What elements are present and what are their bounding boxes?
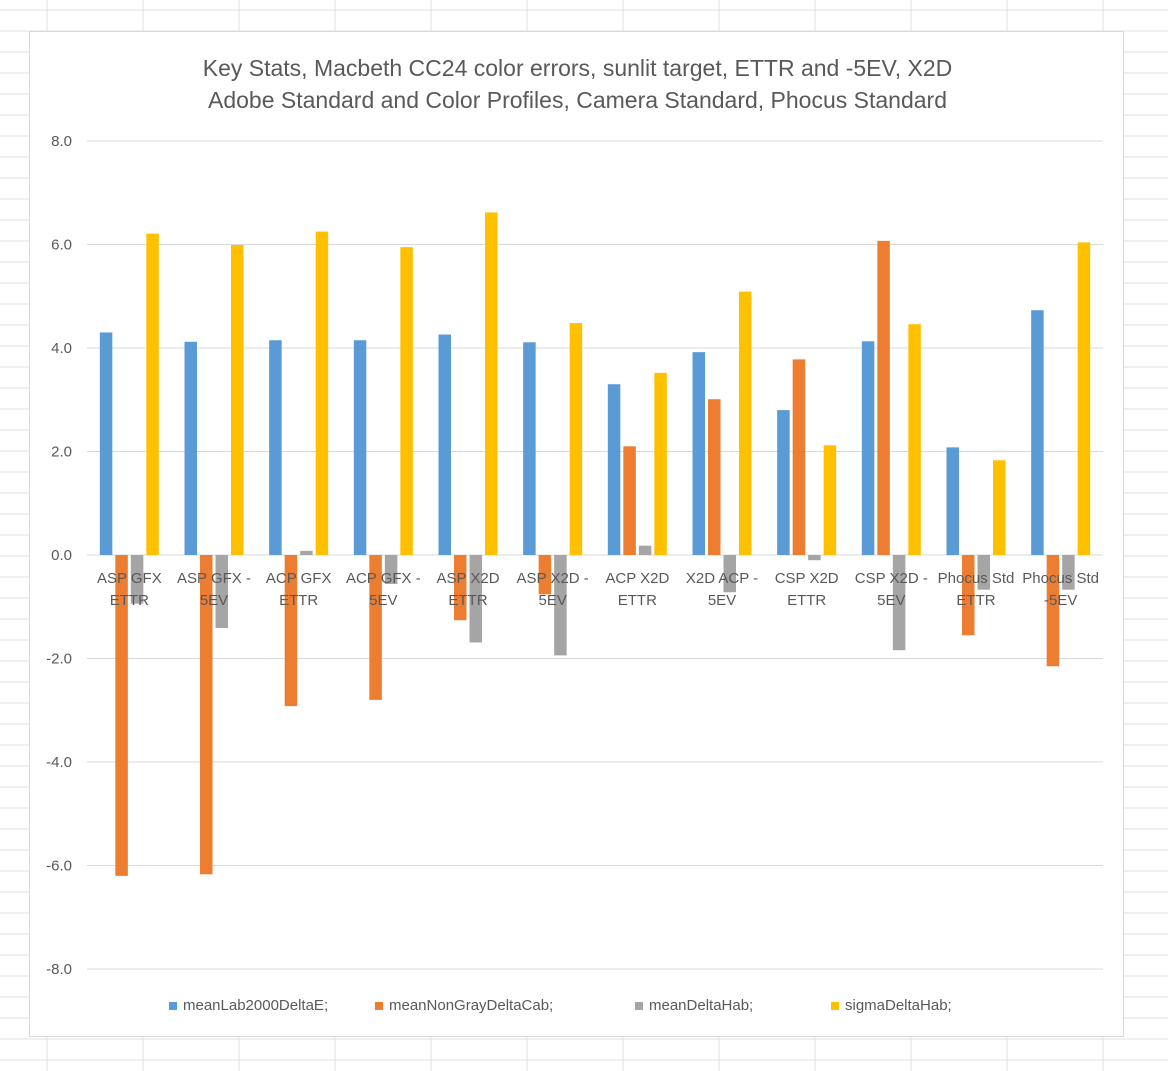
bar-series-3 <box>130 555 144 604</box>
bar-series-3 <box>638 545 652 555</box>
legend-swatch-sigmaDeltaHab <box>831 1001 839 1010</box>
bar-series-3 <box>469 555 482 643</box>
bar-series-2 <box>1046 555 1060 667</box>
bar-series-4 <box>654 372 667 555</box>
bar-series-1 <box>184 341 197 555</box>
bar-series-3 <box>1062 555 1075 590</box>
bar-series-4 <box>569 323 583 555</box>
y-tick-label: 8.0 <box>51 133 72 150</box>
x-tick-label: ETTR <box>956 592 995 609</box>
legend-item-sigmaDeltaHab: sigmaDeltaHab; <box>831 997 952 1014</box>
y-tick-label: -2.0 <box>46 651 72 668</box>
y-tick-label: -8.0 <box>46 961 72 978</box>
legend-swatch-meanLab2000DeltaE <box>169 1001 177 1010</box>
bar-series-1 <box>692 352 705 555</box>
x-tick-label: Phocus Std <box>938 570 1015 587</box>
bar-series-2 <box>454 555 467 621</box>
bar-series-3 <box>977 555 990 590</box>
legend: meanLab2000DeltaE; meanNonGrayDeltaCab; … <box>30 997 1125 1019</box>
x-tick-label: ETTR <box>110 592 149 609</box>
x-tick-label: 5EV <box>877 592 905 609</box>
legend-item-meanNonGrayDeltaCab: meanNonGrayDeltaCab; <box>375 997 553 1014</box>
legend-label: meanLab2000DeltaE; <box>183 997 329 1014</box>
bar-series-3 <box>384 555 398 584</box>
x-tick-label: ASP X2D - <box>517 570 589 587</box>
x-tick-label: 5EV <box>538 592 566 609</box>
legend-item-meanLab2000DeltaE: meanLab2000DeltaE; <box>169 997 328 1014</box>
bar-series-3 <box>554 555 567 656</box>
x-tick-label: -5EV <box>1044 592 1077 609</box>
bar-series-1 <box>946 447 959 555</box>
bar-series-4 <box>993 460 1006 555</box>
x-tick-label: X2D ACP - <box>686 570 758 587</box>
bar-series-4 <box>485 212 498 556</box>
plot-area: 8.0 6.0 4.0 2.0 0.0 -2.0 -4.0 -6.0 -8.0 ASP GFX ET… <box>46 133 1103 978</box>
x-tick-label: ETTR <box>618 592 657 609</box>
bar-series-3 <box>723 555 736 593</box>
legend-swatch-meanNonGrayDeltaCab <box>375 1001 383 1010</box>
x-tick-label: CSP X2D <box>775 570 839 587</box>
x-tick-label: ACP X2D <box>605 570 669 587</box>
bar-series-2 <box>708 399 721 555</box>
x-tick-label: ACP GFX <box>266 570 332 587</box>
x-tick-label: CSP X2D - <box>855 570 928 587</box>
legend-label: sigmaDeltaHab; <box>845 997 952 1014</box>
legend-swatch-meanDeltaHab <box>635 1001 643 1010</box>
bar-series-2 <box>792 359 806 555</box>
bar-series-1 <box>353 340 367 555</box>
x-tick-label: ACP GFX - <box>346 570 421 587</box>
x-tick-label: 5EV <box>369 592 397 609</box>
chart-title-line-1: Key Stats, Macbeth CC24 color errors, su… <box>202 55 953 81</box>
x-tick-label: Phocus Std <box>1022 570 1099 587</box>
x-tick-label: ASP GFX - <box>177 570 251 587</box>
legend-label: meanDeltaHab; <box>649 997 754 1014</box>
y-tick-label: -6.0 <box>46 858 72 875</box>
x-tick-label: ETTR <box>448 592 487 609</box>
legend-label: meanNonGrayDeltaCab; <box>389 997 554 1014</box>
bar-series-4 <box>908 324 921 555</box>
bar-series-4 <box>146 233 159 555</box>
bar-series-1 <box>607 384 621 555</box>
bar-series-1 <box>269 340 282 555</box>
bar-series-1 <box>438 334 451 555</box>
y-tick-label: 4.0 <box>51 340 72 357</box>
x-tick-label: ASP GFX <box>97 570 162 587</box>
bar-series-2 <box>962 555 975 636</box>
y-tick-label: 6.0 <box>51 237 72 254</box>
bar-series-2 <box>200 555 213 875</box>
y-tick-label: 0.0 <box>51 547 72 564</box>
bar-series-2 <box>284 555 298 707</box>
x-tick-label: ETTR <box>787 592 826 609</box>
y-tick-label: 2.0 <box>51 444 72 461</box>
bar-series-4 <box>823 445 837 555</box>
chart-area[interactable]: Key Stats, Macbeth CC24 color errors, su… <box>29 31 1124 1037</box>
chart-title-line-2: Adobe Standard and Color Profiles, Camer… <box>208 87 947 113</box>
bar-series-1 <box>523 342 536 555</box>
x-tick-label: 5EV <box>708 592 736 609</box>
bar-series-4 <box>315 231 329 555</box>
x-tick-label: ASP X2D <box>436 570 499 587</box>
bar-series-4 <box>1077 242 1091 555</box>
bar-series-2 <box>538 555 552 595</box>
bar-series-1 <box>777 410 790 555</box>
bar-series-2 <box>623 446 636 555</box>
bar-series-1 <box>1031 310 1044 555</box>
bar-series-4 <box>739 291 752 555</box>
bar-series-3 <box>215 555 228 628</box>
bar-series-1 <box>99 332 113 555</box>
bar-series-3 <box>892 555 906 651</box>
bar-series-2 <box>877 240 890 555</box>
x-tick-label: 5EV <box>200 592 228 609</box>
bar-series-4 <box>400 247 413 555</box>
legend-item-meanDeltaHab: meanDeltaHab; <box>635 997 753 1014</box>
bar-series-1 <box>861 341 875 555</box>
bar-series-3 <box>300 550 313 555</box>
bar-series-3 <box>808 555 821 561</box>
bar-series-2 <box>115 555 128 876</box>
bar-series-4 <box>231 245 244 555</box>
x-tick-label: ETTR <box>279 592 318 609</box>
bar-series-2 <box>369 555 382 700</box>
y-tick-label: -4.0 <box>46 754 72 771</box>
